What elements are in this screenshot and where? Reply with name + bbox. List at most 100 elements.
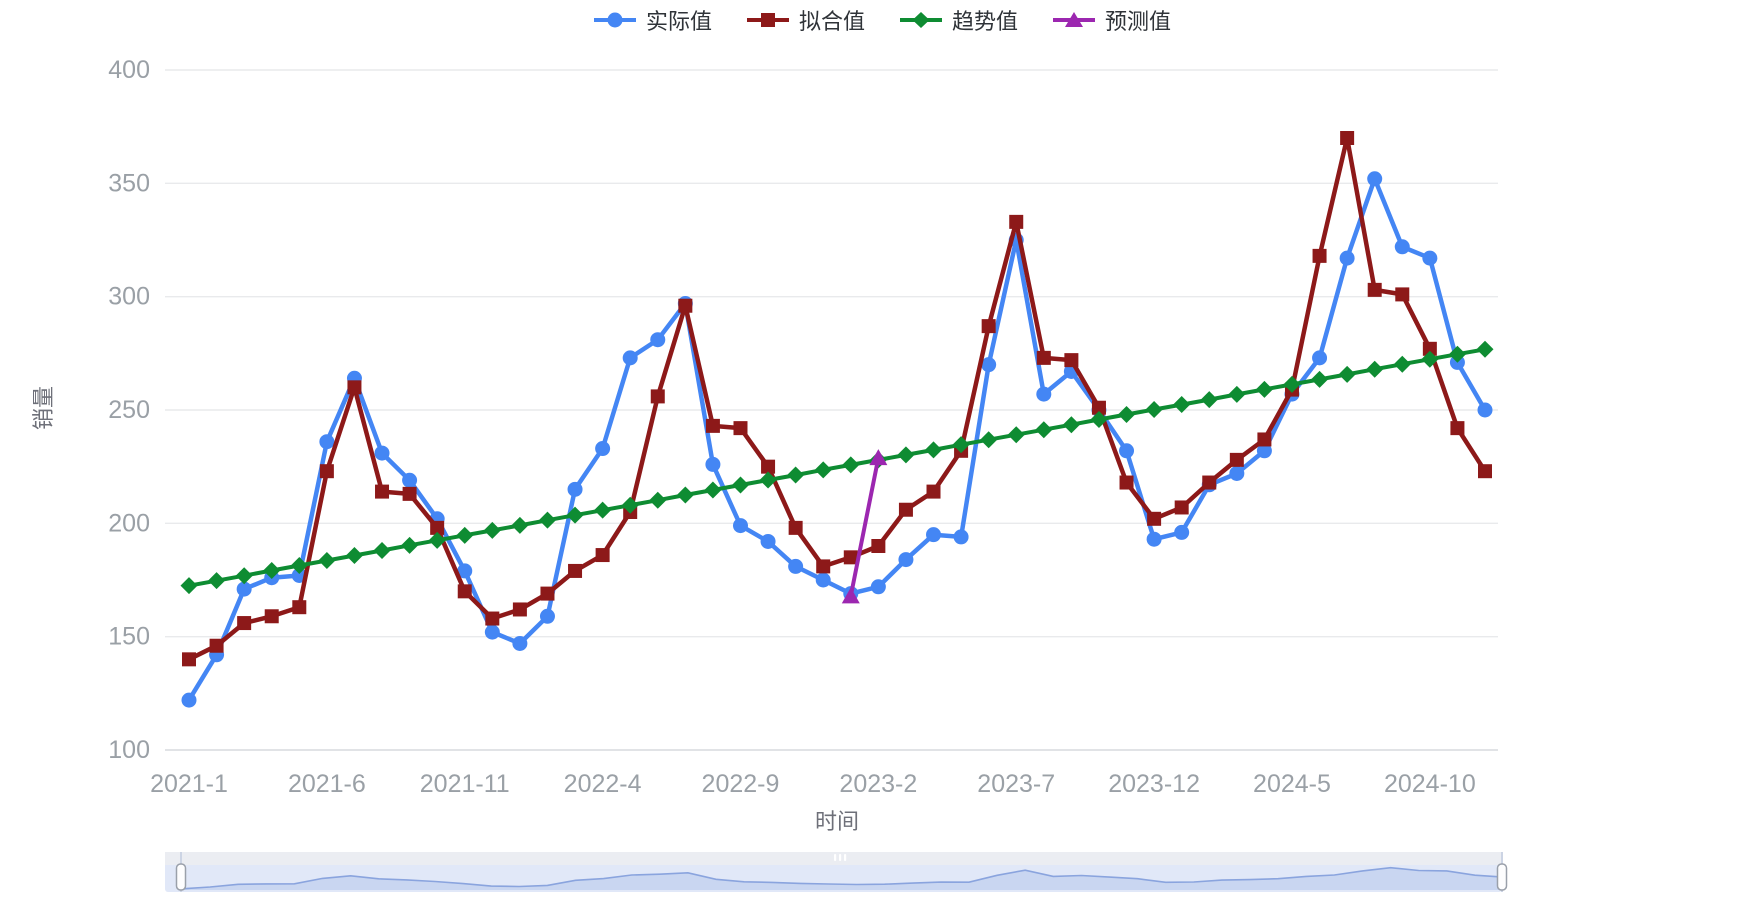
x-tick-label: 2023-12 bbox=[1108, 770, 1200, 798]
actual-point bbox=[898, 552, 914, 568]
fitted-point bbox=[1229, 452, 1244, 467]
trend-point bbox=[952, 436, 970, 454]
trend-point bbox=[980, 431, 998, 449]
trend-point bbox=[1062, 416, 1080, 434]
fitted-point bbox=[981, 319, 996, 334]
trend-point bbox=[787, 466, 805, 484]
actual-point bbox=[512, 635, 528, 651]
y-tick-label: 300 bbox=[108, 283, 150, 311]
datazoom-right-handle[interactable] bbox=[1496, 863, 1508, 891]
trend-point bbox=[1448, 345, 1466, 363]
trend-point bbox=[1476, 340, 1494, 358]
trend-point bbox=[925, 441, 943, 459]
trend-point bbox=[842, 456, 860, 474]
fitted-point bbox=[1147, 511, 1162, 526]
trend-point bbox=[1228, 385, 1246, 403]
datazoom-grip[interactable] bbox=[839, 854, 842, 861]
fitted-point bbox=[1009, 214, 1024, 229]
trend-point bbox=[263, 561, 281, 579]
trend-point bbox=[208, 572, 226, 590]
actual-point bbox=[1174, 524, 1190, 540]
actual-point bbox=[319, 434, 335, 450]
fitted-point bbox=[347, 380, 362, 395]
actual-point bbox=[981, 357, 997, 373]
y-tick-label: 350 bbox=[108, 169, 150, 197]
fitted-point bbox=[1450, 421, 1465, 436]
actual-line bbox=[186, 176, 1488, 703]
fitted-point bbox=[402, 486, 417, 501]
actual-point bbox=[1367, 171, 1383, 187]
fitted-point bbox=[761, 459, 776, 474]
legend-label: 拟合值 bbox=[798, 9, 865, 34]
legend-item-trend[interactable]: 趋势值 bbox=[889, 4, 1028, 36]
fitted-point bbox=[843, 550, 858, 565]
trend-point bbox=[511, 516, 529, 534]
datazoom-left-handle[interactable] bbox=[175, 863, 187, 891]
trend-point bbox=[318, 552, 336, 570]
fitted-point bbox=[375, 484, 390, 499]
y-tick-label: 100 bbox=[108, 736, 150, 764]
trend-point bbox=[1145, 401, 1163, 419]
fitted-point bbox=[457, 584, 472, 599]
line-diamond-icon bbox=[900, 12, 942, 28]
forecast-line bbox=[848, 455, 881, 598]
actual-point bbox=[457, 563, 473, 579]
legend-square-glyph bbox=[760, 13, 775, 27]
legend-label: 实际值 bbox=[645, 9, 712, 34]
datazoom-grip[interactable] bbox=[844, 854, 847, 861]
actual-point bbox=[760, 533, 776, 549]
trend-point bbox=[373, 542, 391, 560]
line-circle-icon bbox=[593, 12, 636, 28]
fitted-point bbox=[1478, 464, 1492, 479]
y-tick-label: 200 bbox=[108, 509, 150, 537]
trend-point bbox=[1311, 370, 1329, 388]
trend-point bbox=[1035, 421, 1053, 439]
trend-point bbox=[1338, 365, 1356, 383]
trend-point bbox=[731, 476, 749, 494]
actual-point bbox=[1339, 250, 1355, 266]
y-axis-title: 销量 bbox=[31, 386, 56, 431]
trend-point bbox=[1173, 396, 1191, 414]
x-tick-label: 2023-7 bbox=[977, 770, 1055, 798]
fitted-point bbox=[595, 548, 610, 563]
fitted-point bbox=[319, 464, 334, 479]
fitted-point bbox=[650, 389, 665, 404]
actual-point bbox=[595, 441, 611, 457]
fitted-point bbox=[485, 611, 500, 626]
legend-item-actual[interactable]: 实际值 bbox=[583, 4, 722, 36]
legend-label: 趋势值 bbox=[952, 9, 1019, 34]
trend-point bbox=[428, 531, 446, 549]
trend-point bbox=[1393, 355, 1411, 373]
x-tick-label: 2021-11 bbox=[420, 770, 510, 798]
datazoom-grip[interactable] bbox=[834, 854, 837, 861]
trend-point bbox=[897, 446, 915, 464]
actual-point bbox=[1477, 402, 1493, 418]
trend-point bbox=[566, 506, 584, 524]
trend-point bbox=[456, 526, 474, 544]
legend-item-fitted[interactable]: 拟合值 bbox=[736, 4, 875, 36]
actual-point bbox=[374, 445, 390, 461]
fitted-point bbox=[237, 616, 252, 631]
trend-point bbox=[759, 471, 777, 489]
trend-point bbox=[538, 511, 556, 529]
actual-point bbox=[650, 332, 666, 348]
trend-point bbox=[345, 547, 363, 565]
actual-point bbox=[236, 581, 252, 597]
y-tick-label: 250 bbox=[108, 396, 150, 424]
trend-point bbox=[1118, 406, 1136, 424]
actual-point bbox=[1422, 250, 1438, 266]
fitted-point bbox=[705, 418, 720, 433]
line-triangle-icon bbox=[1053, 12, 1096, 27]
x-tick-label: 2022-9 bbox=[702, 770, 780, 798]
legend-item-forecast[interactable]: 预测值 bbox=[1042, 4, 1181, 36]
x-tick-label: 2024-10 bbox=[1384, 770, 1476, 798]
trend-point bbox=[1090, 411, 1108, 429]
datazoom-shadow-line bbox=[181, 866, 1504, 890]
fitted-point bbox=[898, 502, 913, 517]
x-tick-label: 2022-4 bbox=[564, 770, 642, 798]
actual-point bbox=[705, 456, 721, 472]
actual-point bbox=[1229, 465, 1245, 481]
actual-point bbox=[926, 527, 942, 543]
